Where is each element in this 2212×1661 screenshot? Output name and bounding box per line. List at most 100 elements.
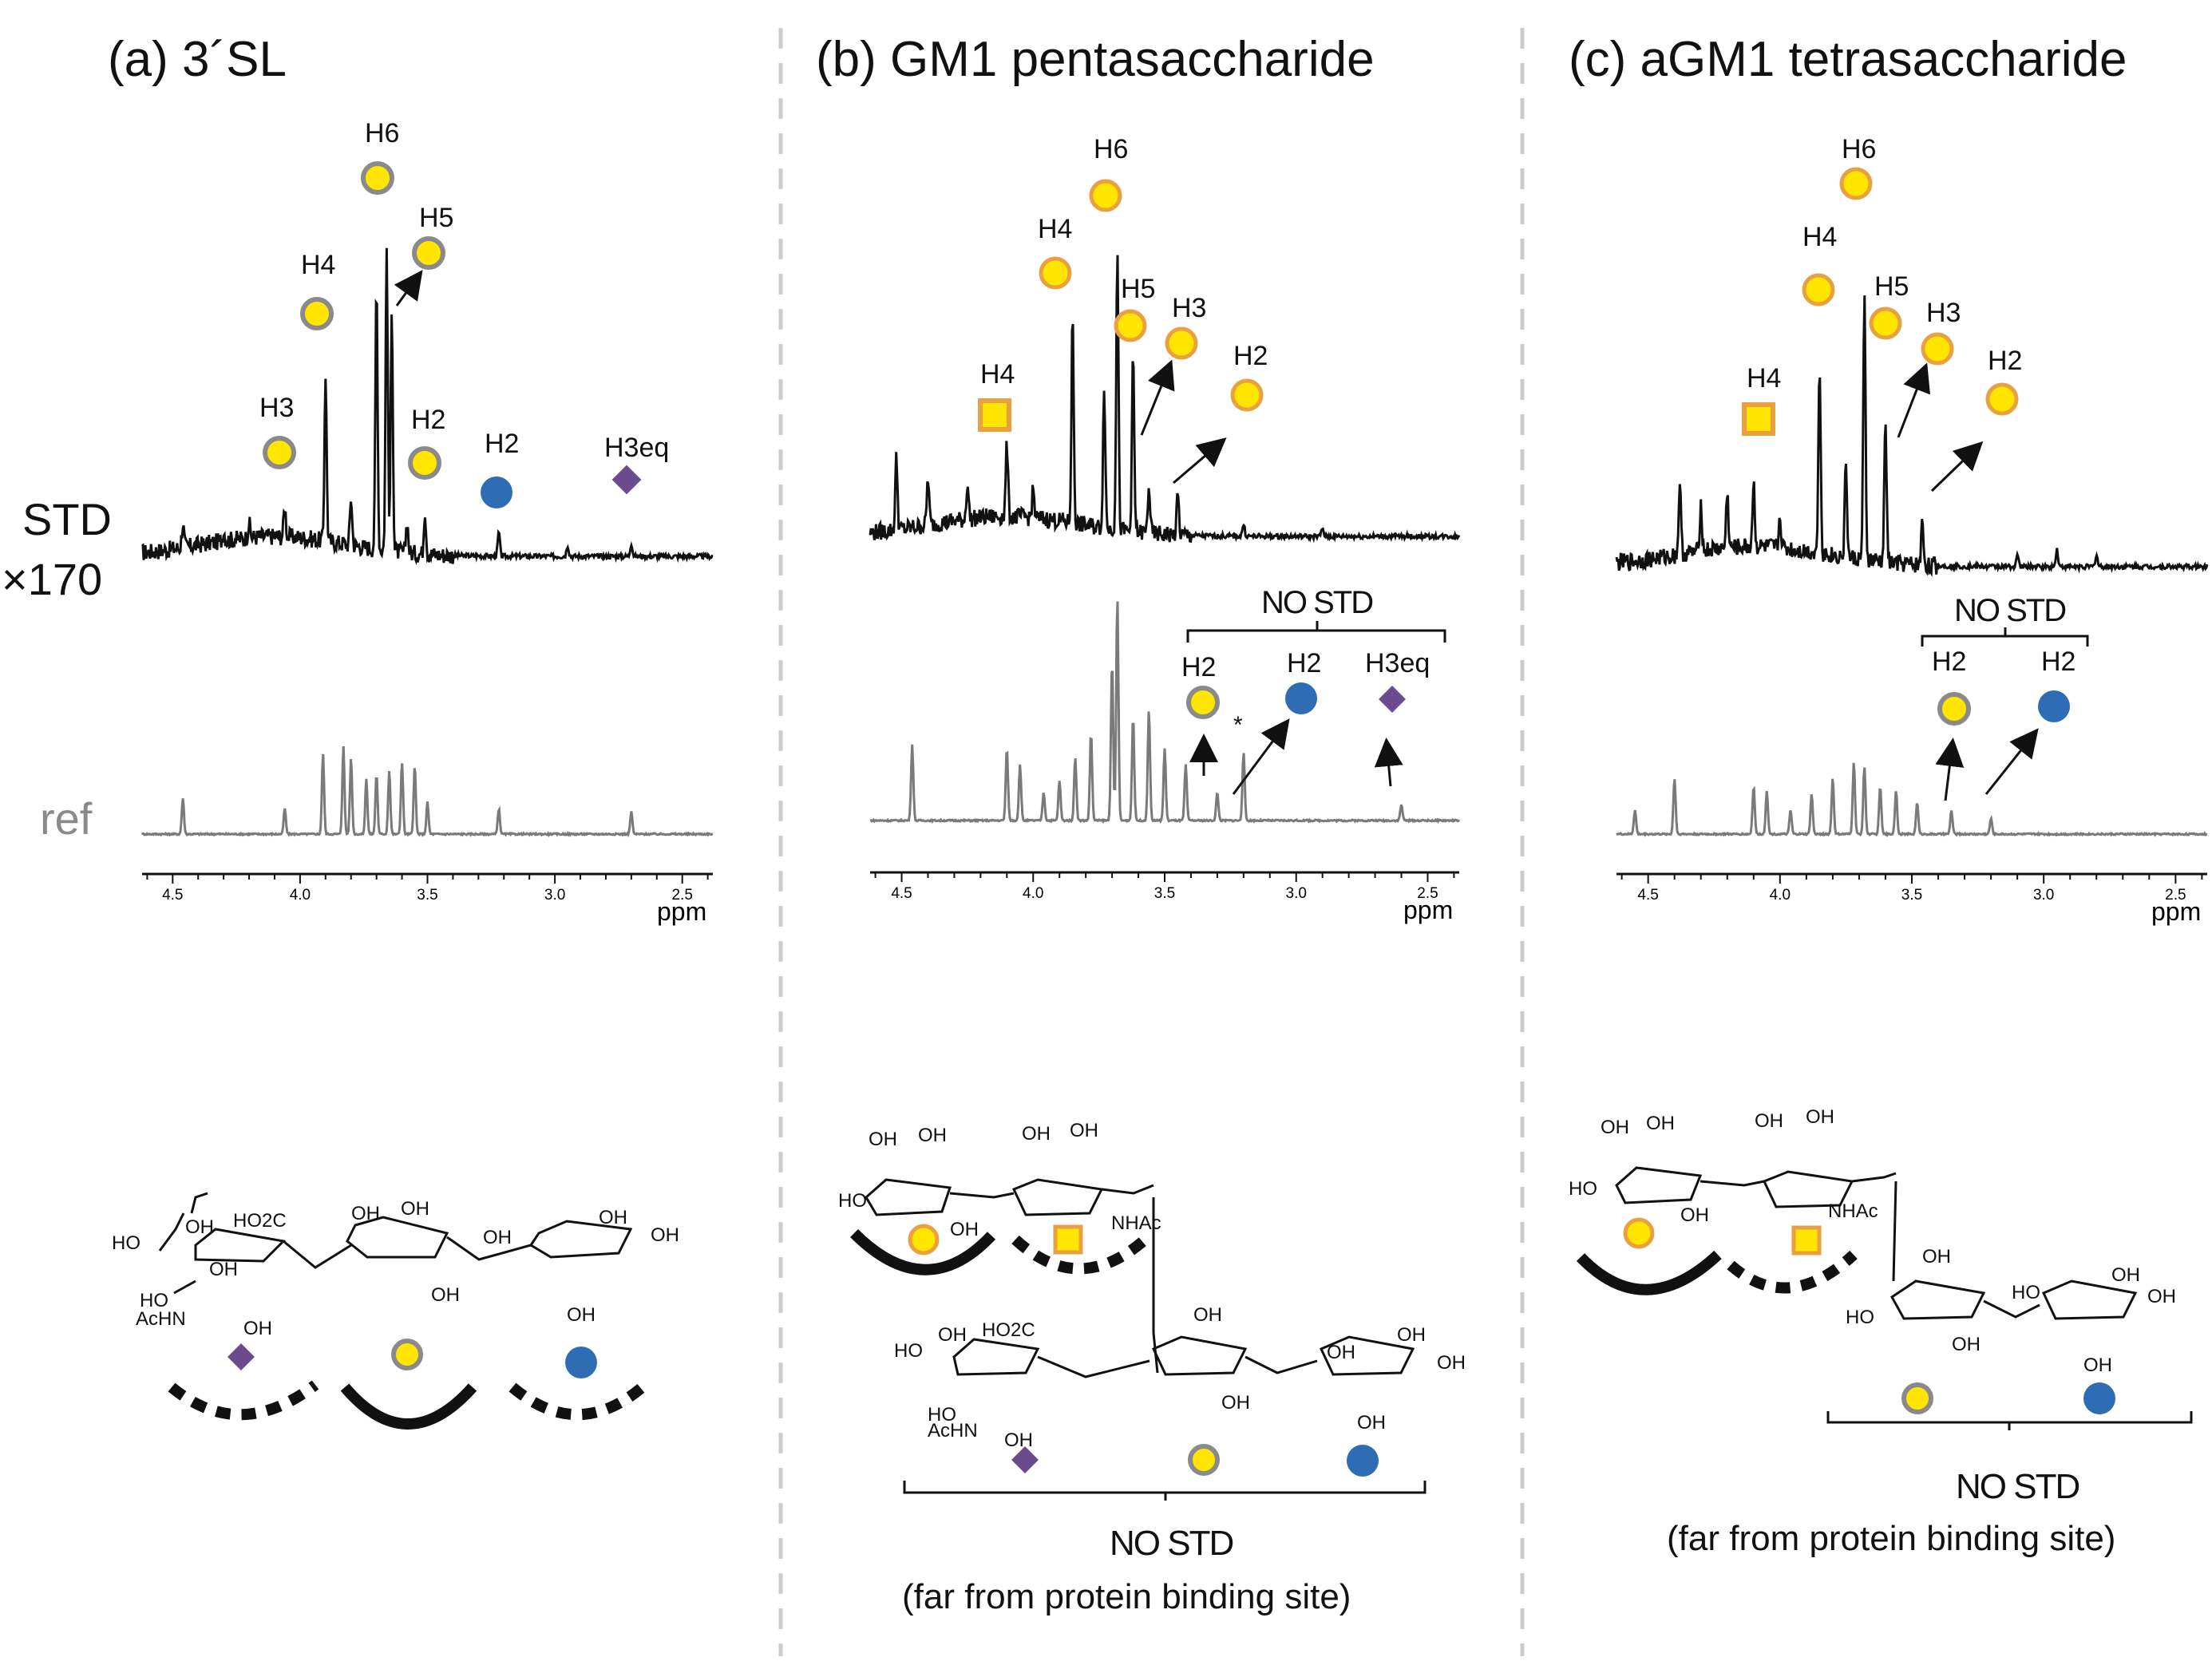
- no-std-label-b: NO STD: [1261, 585, 1372, 620]
- gal-h2-marker: [408, 446, 441, 480]
- gal-h3-arrow-b: [1140, 359, 1175, 436]
- structure-3sl-markers: [168, 1339, 649, 1430]
- structure-gm1-text: OH OH OH OH HO OH NHAc HO OH HO2C OH OH …: [838, 1120, 1466, 1451]
- galnac-marker-c: [1791, 1225, 1822, 1256]
- spectrum-c-ref: [1616, 762, 2208, 838]
- chem-oh-b13: OH: [1327, 1342, 1355, 1363]
- panel-c: (c) aGM1 tetrasaccharide 4.5 4.0 3.5 3.0 2.5…: [1569, 32, 2209, 1558]
- gal-h2-marker-b: [1230, 378, 1264, 412]
- ns-gal-h2-arrow-c: [1935, 738, 1965, 801]
- chem-achn-b: AcHN: [928, 1420, 978, 1442]
- gal-h3-arrow-c: [1897, 362, 1930, 438]
- gal-h3-label: H3: [259, 393, 294, 423]
- structure-gm1: [865, 1178, 1415, 1378]
- gal-marker-b-bottom: [1188, 1444, 1220, 1476]
- chem-ho-b3: HO: [928, 1404, 956, 1426]
- site-dashed-c: [1727, 1250, 1858, 1294]
- sia-marker-a: [228, 1343, 255, 1370]
- gal-h5-marker-c: [1869, 306, 1902, 340]
- gal-marker-b-top: [908, 1224, 940, 1256]
- gal-h6-marker-b: [1089, 179, 1122, 212]
- chem-nhac-b: NHAc: [1111, 1212, 1161, 1234]
- no-std-bracket-c: [1921, 627, 2089, 647]
- chem-oh-a4: OH: [599, 1207, 627, 1228]
- structure-agm1: [1615, 1166, 2138, 1320]
- chem-oh-a9: OH: [483, 1227, 512, 1248]
- glc-marker-b: [1347, 1445, 1379, 1477]
- gal-h4-label-b: H4: [1038, 214, 1072, 244]
- panel-c-spectra: [1615, 295, 2209, 838]
- axis-tick-label: 4.5: [891, 885, 912, 902]
- structure-3sl-text: HO OH HO2C OH OH OH OH HO AcHN OH OH OH …: [112, 1198, 679, 1339]
- axis-tick-label: 4.0: [290, 887, 311, 904]
- spectrum-b-std: [869, 255, 1461, 544]
- gal-h4-marker: [300, 297, 334, 330]
- gal-h4-marker-c: [1802, 273, 1835, 306]
- axis-tick-label: 3.0: [1286, 885, 1307, 902]
- glc-h2-label: H2: [485, 429, 519, 459]
- chem-ho-c1: HO: [1569, 1178, 1597, 1200]
- axis-tick-label: 4.5: [1637, 887, 1658, 904]
- chem-oh-a11: OH: [209, 1259, 238, 1280]
- std-label: STD: [22, 494, 112, 544]
- chem-oh-a10: OH: [567, 1304, 596, 1326]
- bottom-label-c: NO STD: [1956, 1467, 2079, 1506]
- chem-oh-b3: OH: [1022, 1123, 1051, 1145]
- sia-h3eq-label: H3eq: [604, 433, 669, 463]
- gal-h5-marker: [412, 236, 445, 270]
- gal-h6-marker: [361, 161, 394, 195]
- galnac-h4-label: H4: [980, 359, 1015, 390]
- gal-h2-label-c: H2: [1988, 346, 2022, 376]
- chem-ho-b1: HO: [838, 1190, 867, 1212]
- chem-oh-b9: OH: [1437, 1352, 1466, 1374]
- galnac-h4-marker: [978, 398, 1011, 432]
- ns-sia-h3eq-label-b: H3eq: [1365, 648, 1430, 678]
- chem-oh-c9: OH: [2147, 1286, 2176, 1307]
- galnac-h4-marker-c: [1742, 402, 1775, 436]
- gal-h3-marker: [263, 436, 296, 469]
- chem-oh-c6: OH: [1922, 1246, 1951, 1268]
- chem-oh-b10: OH: [1004, 1430, 1033, 1451]
- spectrum-c-std: [1615, 295, 2209, 578]
- site-solid-a: [340, 1383, 477, 1430]
- gal-marker-c-bottom: [1901, 1382, 1933, 1414]
- gal-h6-label: H6: [365, 118, 399, 148]
- axis-ppm-label: ppm: [657, 897, 706, 926]
- site-dashed-a1: [168, 1380, 319, 1421]
- chem-oh-c3: OH: [1755, 1110, 1783, 1132]
- axis-tick-label: 4.5: [162, 887, 183, 904]
- axis-tick-label: 4.0: [1770, 887, 1791, 904]
- gal-h6-marker-c: [1839, 167, 1873, 200]
- axis-ppm-label: ppm: [2151, 897, 2201, 926]
- gal-h5-marker-b: [1114, 309, 1147, 342]
- gal-h2-label: H2: [411, 405, 445, 435]
- chem-oh-c10: OH: [2083, 1355, 2112, 1376]
- bottom-note-c: (far from protein binding site): [1667, 1519, 2115, 1558]
- chem-oh-a3: OH: [401, 1198, 429, 1220]
- chem-oh-c8: OH: [2111, 1264, 2140, 1286]
- ns-glc-h2-marker-b: [1285, 682, 1317, 714]
- gal-h2-arrow-b: [1173, 437, 1227, 484]
- spectrum-a-ref: [140, 746, 714, 838]
- sia-marker-b: [1011, 1446, 1039, 1473]
- chem-ho2c-a: HO2C: [233, 1210, 287, 1232]
- gal-h4-marker-b: [1039, 256, 1072, 290]
- axis-tick-label: 2.5: [671, 887, 692, 904]
- chem-oh-a2: OH: [351, 1203, 380, 1224]
- chem-oh-a5: OH: [651, 1224, 679, 1246]
- ns-glc-h2-arrow-b: [1232, 718, 1290, 795]
- gal-h2-label-b: H2: [1233, 341, 1268, 371]
- gal-marker-c-top: [1623, 1217, 1655, 1249]
- structure-agm1-markers: NO STD (far from protein binding site): [1576, 1217, 2193, 1558]
- chem-ho-a1: HO: [112, 1232, 140, 1254]
- chem-ho-b2: HO: [894, 1340, 923, 1362]
- chem-oh-c4: OH: [1806, 1106, 1834, 1128]
- bottom-label-b: NO STD: [1110, 1524, 1233, 1563]
- axis-tick-label: 3.5: [1901, 887, 1922, 904]
- gal-h3-marker-b: [1165, 326, 1198, 360]
- site-solid-c: [1576, 1250, 1722, 1295]
- gal-h3-marker-c: [1921, 332, 1954, 366]
